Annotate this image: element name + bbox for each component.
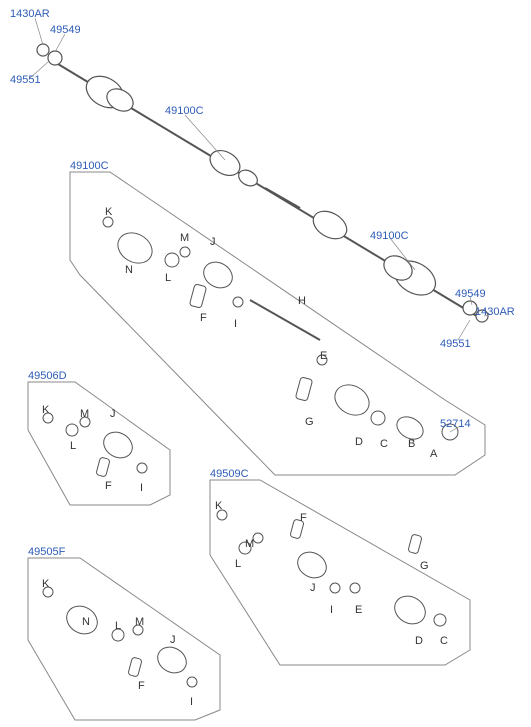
part-label: 49549 [455,288,486,300]
part-label: 49549 [50,24,81,36]
ref-label: F [200,312,207,324]
part-label: 49100C [370,230,409,242]
ref-label: L [115,620,121,632]
part-label: 49100C [165,105,204,117]
ref-label: I [234,318,237,330]
part-label: 49100C [70,160,109,172]
ref-label: C [440,635,448,647]
ref-label: F [105,480,112,492]
ref-label: F [138,680,145,692]
part-label: 49509C [210,468,249,480]
ref-label: M [80,408,89,420]
ref-label: I [190,696,193,708]
ref-label: J [310,582,316,594]
ref-label: K [42,404,49,416]
group-outline-49506d [28,382,170,505]
part-label: 49551 [10,74,41,86]
ref-label: L [235,558,241,570]
drive-shaft-assembly [37,44,488,322]
ref-label: N [125,264,133,276]
ref-label: M [135,616,144,628]
ref-label: B [408,438,415,450]
ref-label: M [245,538,254,550]
ref-label: A [430,448,437,460]
ref-label: N [82,616,90,628]
ref-label: M [180,232,189,244]
part-label: 52714 [440,418,471,430]
ref-label: J [170,634,176,646]
ref-label: L [165,272,171,284]
ref-label: E [355,604,362,616]
ref-label: K [105,206,112,218]
part-label: 49551 [440,338,471,350]
part-label: 49505F [28,546,65,558]
ref-label: C [380,438,388,450]
ref-label: J [210,236,216,248]
part-label: 49506D [28,370,67,382]
ref-label: I [330,604,333,616]
ref-label: J [110,408,116,420]
part-label: 1430AR [10,8,50,20]
ref-label: I [140,482,143,494]
ref-label: K [42,578,49,590]
parts-diagram [0,0,531,727]
ref-label: G [305,416,314,428]
ref-label: E [320,350,327,362]
ref-label: L [70,440,76,452]
ref-label: G [420,560,429,572]
ref-label: F [300,512,307,524]
part-label: 1430AR [475,306,515,318]
ref-label: D [415,635,423,647]
ref-label: K [215,500,222,512]
ref-label: D [355,436,363,448]
group-outline-49509c [210,480,470,665]
ref-label: H [298,295,306,307]
exploded-49100c [103,217,458,444]
